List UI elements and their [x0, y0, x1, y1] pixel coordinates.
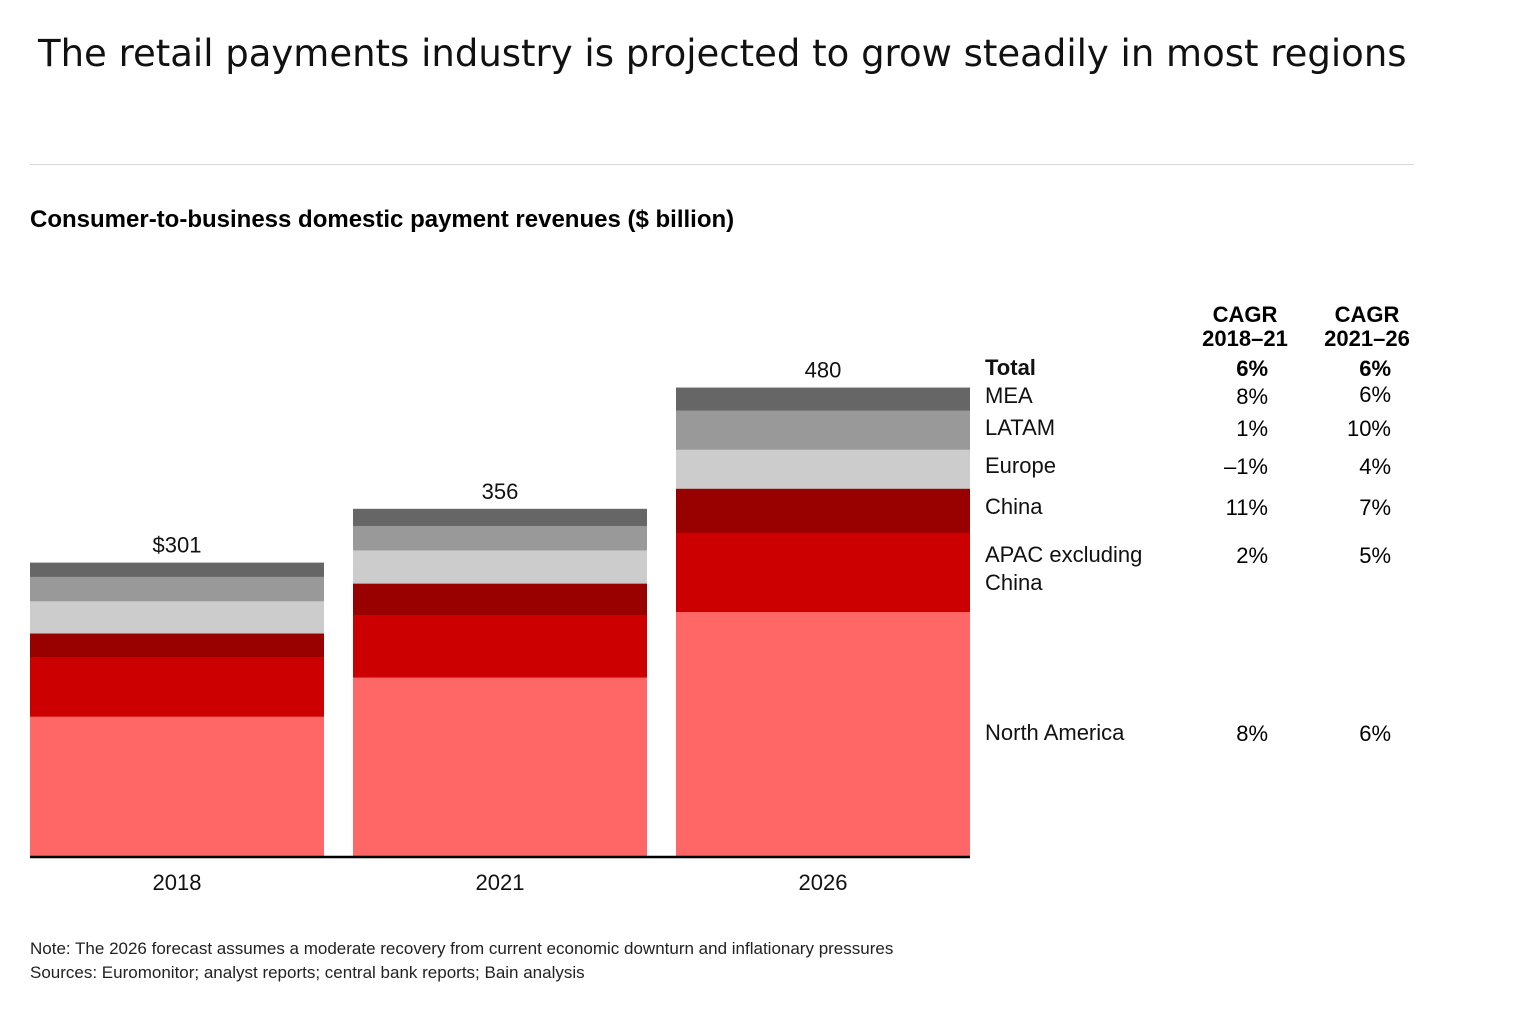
legend-label: APAC excluding China	[985, 542, 1143, 595]
cagr-2018-21-value: 2%	[1236, 543, 1268, 568]
bar-segment-2026-5	[676, 387, 970, 411]
cagr-2021-26-value: 7%	[1359, 495, 1391, 520]
bar-segment-2021-0	[353, 677, 647, 858]
cagr-2021-26-value: 4%	[1359, 454, 1391, 479]
total-label-2026: 480	[805, 358, 842, 383]
bar-segment-2021-2	[353, 583, 647, 615]
bar-segment-2026-2	[676, 488, 970, 533]
cagr-2018-21-value: –1%	[1223, 454, 1268, 479]
cagr-2018-21-value: 1%	[1236, 416, 1268, 441]
bar-segment-2026-1	[676, 532, 970, 613]
bar-segment-2018-0	[30, 716, 324, 858]
sources-text: Sources: Euromonitor; analyst reports; c…	[30, 963, 585, 982]
cagr-header-2018-21: CAGR 2018–21	[1202, 302, 1288, 351]
bar-segment-2018-5	[30, 562, 324, 577]
divider	[30, 164, 1414, 165]
legend-label: MEA	[985, 383, 1033, 408]
bar-segment-2026-3	[676, 449, 970, 489]
bar-segment-2026-0	[676, 611, 970, 858]
note-text: Note: The 2026 forecast assumes a modera…	[30, 939, 894, 958]
x-tick-label-2026: 2026	[799, 870, 848, 895]
x-tick-label-2018: 2018	[153, 870, 202, 895]
bar-segment-2026-4	[676, 410, 970, 450]
bar-segment-2021-5	[353, 508, 647, 526]
cagr-2018-21-value: 8%	[1236, 721, 1268, 746]
bar-segment-2021-4	[353, 525, 647, 551]
cagr-header-2021-26: CAGR 2021–26	[1324, 302, 1410, 351]
cagr-2021-26-value: 6%	[1359, 356, 1391, 381]
cagr-2021-26-value: 6%	[1359, 382, 1391, 407]
cagr-2018-21-value: 8%	[1236, 384, 1268, 409]
bar-segment-2018-2	[30, 633, 324, 658]
bar-segment-2021-3	[353, 549, 647, 584]
cagr-2021-26-value: 10%	[1346, 416, 1391, 441]
bar-segment-2018-3	[30, 600, 324, 634]
legend-label: LATAM	[985, 415, 1056, 440]
bar-segment-2021-1	[353, 614, 647, 678]
x-tick-label-2021: 2021	[476, 870, 525, 895]
page-title: The retail payments industry is projecte…	[38, 32, 1407, 75]
total-label-2021: 356	[482, 479, 519, 504]
bar-segment-2018-4	[30, 576, 324, 602]
bar-segment-2018-1	[30, 656, 324, 717]
cagr-2021-26-value: 6%	[1359, 721, 1391, 746]
chart-title: Consumer-to-business domestic payment re…	[30, 206, 735, 233]
cagr-2021-26-value: 5%	[1359, 543, 1391, 568]
total-label-2018: $301	[153, 533, 202, 558]
legend-label: North America	[985, 720, 1125, 745]
cagr-2018-21-value: 6%	[1236, 356, 1268, 381]
cagr-2018-21-value: 11%	[1225, 495, 1268, 520]
legend-label: Europe	[985, 453, 1056, 478]
legend-label: Total	[985, 355, 1036, 380]
legend-label: China	[985, 494, 1043, 519]
